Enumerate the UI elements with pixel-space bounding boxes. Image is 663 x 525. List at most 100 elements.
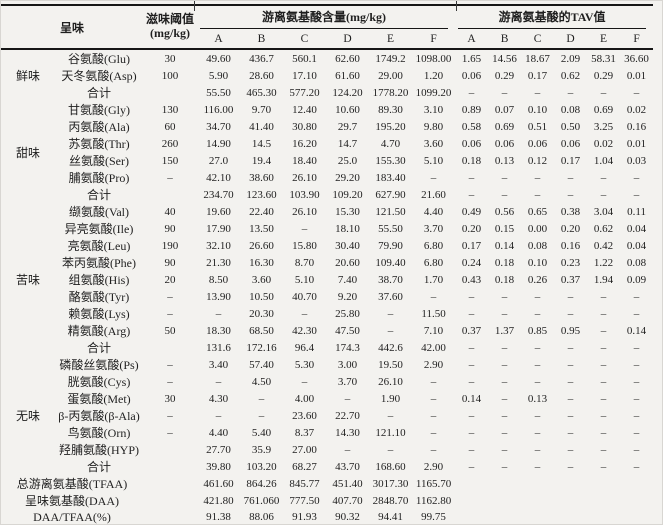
table-row: 甜味 甘氨酸(Gly) 130 116.00 9.70 12.40 10.60 89.30 3.… — [1, 101, 653, 160]
tav-cell: 0.08 — [626, 256, 647, 269]
tav-cell: 0.65 — [527, 205, 548, 218]
content-cell: 15.30 — [335, 205, 360, 218]
tav-cell: 0.15 — [494, 222, 515, 235]
tav-cell — [521, 492, 554, 509]
tav-cell: 0.58 — [461, 120, 482, 133]
tav-cell: 0.04 — [626, 239, 647, 252]
tav-cell: – — [600, 188, 607, 201]
content-cell: – — [430, 290, 437, 303]
tav-cell: – — [534, 307, 541, 320]
tav-cell: – — [501, 307, 508, 320]
table-row: 组氨酸(His) 20 8.50 3.60 5.10 7.40 38.70 1.70 0.43 0… — [1, 271, 653, 288]
content-cell: 465.30 — [246, 86, 277, 99]
content-cell: 17.10 — [292, 69, 317, 82]
tav-cell: 0.02 — [626, 103, 647, 116]
amino-acid-name: 脯氨酸(Pro) — [68, 171, 130, 185]
table-row: 精氨酸(Arg) 50 18.30 68.50 42.30 47.50 – 7.10 0.37 1… — [1, 322, 653, 339]
content-cell: 40.70 — [292, 290, 317, 303]
table-row: 丝氨酸(Ser) 150 27.0 19.4 18.40 25.0 155.30 5.10 0.… — [1, 152, 653, 169]
tav-cell: 0.03 — [626, 154, 647, 167]
content-cell: 42.10 — [206, 171, 231, 184]
table-row: 异亮氨酸(Ile) 90 17.90 13.50 – 18.10 55.50 3.70 0.20… — [1, 220, 653, 237]
content-cell: 22.40 — [249, 205, 274, 218]
tav-cell: 1.04 — [593, 154, 614, 167]
table-row: 无味 磷酸丝氨酸(Ps) – 3.40 57.40 5.30 3.00 19.50 2.90 – –… — [1, 356, 653, 423]
threshold-cell: 60 — [164, 120, 176, 133]
tav-cell: – — [534, 341, 541, 354]
tav-cell: 0.00 — [527, 222, 548, 235]
content-cell: – — [301, 307, 308, 320]
content-cell: 55.50 — [206, 86, 231, 99]
content-cell: 62.60 — [335, 52, 360, 65]
content-cell: 7.40 — [337, 273, 358, 286]
content-cell: 90.32 — [335, 511, 360, 524]
content-cell: 19.60 — [206, 205, 231, 218]
tav-cell: – — [567, 409, 574, 422]
content-cell: 3.40 — [208, 358, 229, 371]
tav-cell: – — [600, 392, 607, 405]
tav-cell: – — [468, 307, 475, 320]
threshold-cell: – — [167, 426, 173, 439]
tav-cell: 0.26 — [527, 273, 548, 286]
threshold-cell — [143, 339, 197, 356]
threshold-cell — [143, 509, 197, 524]
content-cell: 20.30 — [249, 307, 274, 320]
table-row: 羟脯氨酸(HYP) 27.70 35.9 27.00 – – – – – – – – – — [1, 441, 653, 458]
content-cell: 407.70 — [332, 494, 363, 507]
tav-cell: – — [633, 86, 640, 99]
content-cell: – — [430, 392, 437, 405]
threshold-cell — [143, 441, 197, 458]
threshold-cell: 100 — [161, 69, 179, 82]
tav-cell: – — [633, 443, 640, 456]
amino-acid-name: 赖氨酸(Lys) — [68, 307, 130, 321]
threshold-unit: (mg/kg) — [150, 26, 191, 40]
tav-cell: – — [468, 290, 475, 303]
tav-cell: – — [633, 409, 640, 422]
content-cell: 7.10 — [423, 324, 444, 337]
content-cell: 2.90 — [423, 358, 444, 371]
content-cell: 131.6 — [206, 341, 231, 354]
tav-cell — [455, 509, 488, 524]
col-header-tav-sample-A: A — [467, 32, 476, 45]
content-cell: 43.70 — [335, 460, 360, 473]
content-cell: 29.20 — [335, 171, 360, 184]
tav-cell: – — [633, 375, 640, 388]
content-cell: 123.60 — [246, 188, 277, 201]
content-cell: – — [387, 443, 394, 456]
tav-cell: 2.09 — [560, 52, 581, 65]
amino-acid-name: 苯丙氨酸(Phe) — [62, 256, 136, 270]
content-cell: 23.60 — [292, 409, 317, 422]
content-cell: 20.60 — [335, 256, 360, 269]
tav-cell: – — [534, 443, 541, 456]
col-header-threshold: 滋味阈值 (mg/kg) — [143, 5, 197, 49]
content-cell: 38.70 — [378, 273, 403, 286]
tav-cell: – — [534, 409, 541, 422]
threshold-cell: – — [167, 409, 173, 422]
col-header-tav-sample-D: D — [566, 32, 575, 45]
table-row: 天冬氨酸(Asp) 100 5.90 28.60 17.10 61.60 29.00 1.20… — [1, 67, 653, 84]
tav-cell: 0.11 — [627, 205, 646, 218]
amino-acid-name: 酪氨酸(Tyr) — [68, 290, 130, 304]
content-cell: – — [258, 409, 265, 422]
tav-cell: 0.06 — [461, 69, 482, 82]
tav-cell: – — [567, 358, 574, 371]
tav-cell: 0.29 — [494, 69, 515, 82]
tav-cell: 0.24 — [461, 256, 482, 269]
content-cell: – — [215, 375, 222, 388]
tav-cell: 0.56 — [494, 205, 515, 218]
tav-cell: – — [468, 341, 475, 354]
content-cell: 3.60 — [423, 137, 444, 150]
content-cell: – — [387, 409, 394, 422]
tav-cell: – — [633, 460, 640, 473]
content-cell: 168.60 — [375, 460, 406, 473]
table-row: 胱氨酸(Cys) – – 4.50 – 3.70 26.10 – – – – – – – — [1, 373, 653, 390]
tav-cell: 0.38 — [560, 205, 581, 218]
threshold-cell: – — [167, 358, 173, 371]
threshold-cell — [143, 458, 197, 475]
tav-cell: – — [567, 188, 574, 201]
tav-cell: 0.04 — [626, 222, 647, 235]
content-cell: 12.40 — [292, 103, 317, 116]
content-cell: – — [215, 307, 222, 320]
tav-cell: – — [534, 358, 541, 371]
content-cell: 68.27 — [292, 460, 317, 473]
